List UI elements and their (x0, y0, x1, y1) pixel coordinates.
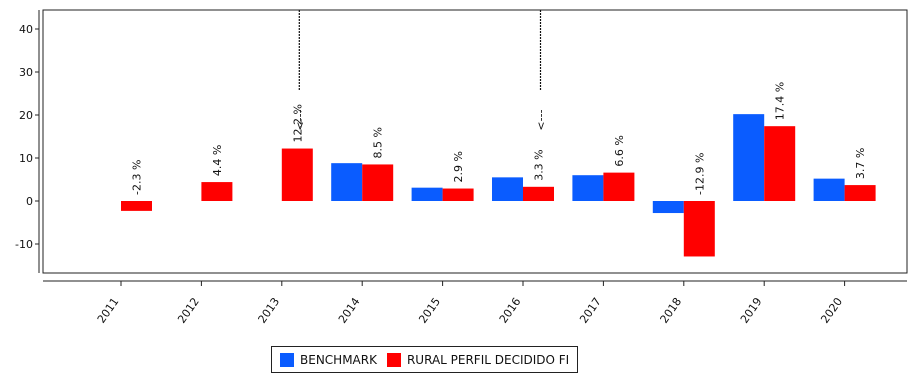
data-label-2018: -12.9 % (693, 153, 706, 195)
bar-fund-2018 (683, 201, 715, 257)
y-tick-label-2: 20 (19, 109, 33, 122)
bar-fund-2012 (201, 182, 233, 201)
bars (121, 114, 876, 257)
x-tick-label-2018: 2018 (658, 295, 685, 325)
data-labels: -2.3 % 4.4 % 12.2 % 8.5 % 2.9 % 3.3 % 6.6 % -12… (131, 82, 868, 195)
y-tick-label-1: 30 (19, 66, 33, 79)
x-tick-label-2020: 2020 (818, 295, 845, 325)
bar-fund-2011 (121, 201, 152, 211)
marker-label-2016: <--- (535, 109, 548, 130)
bar-fund-2017 (603, 172, 635, 201)
legend-item-benchmark: BENCHMARK (280, 352, 377, 367)
data-label-2014: 8.5 % (372, 127, 385, 158)
data-label-2020: 3.7 % (854, 148, 867, 179)
x-tick-label-2016: 2016 (497, 295, 524, 325)
y-axis: 40 30 20 10 0 -10 (15, 10, 40, 273)
legend-label-fund: RURAL PERFIL DECIDIDO FI (406, 352, 570, 367)
bar-benchmark-2020 (813, 178, 845, 201)
y-tick-label-4: 0 (26, 195, 33, 208)
bar-benchmark-2016 (492, 177, 523, 201)
x-tick-label-2014: 2014 (336, 295, 363, 325)
bar-benchmark-2017 (572, 175, 604, 201)
marker-label-2013: <--- (293, 109, 306, 130)
bar-benchmark-2014 (331, 163, 363, 201)
x-tick-label-2012: 2012 (175, 295, 202, 325)
y-tick-label-3: 10 (19, 152, 33, 165)
legend-item-fund: RURAL PERFIL DECIDIDO FI (386, 352, 570, 367)
bar-fund-2016 (523, 186, 554, 201)
bar-fund-2020 (844, 185, 876, 201)
x-tick-label-2013: 2013 (256, 295, 283, 325)
x-tick-label-2011: 2011 (95, 295, 122, 325)
x-tick-label-2017: 2017 (577, 295, 604, 325)
data-label-2012: 4.4 % (211, 145, 224, 176)
data-label-2015: 2.9 % (452, 151, 465, 182)
bar-fund-2013 (281, 148, 313, 201)
x-axis: 2011 2012 2013 2014 2015 2016 2017 2018 2019 2020 (43, 280, 907, 326)
data-label-2016: 3.3 % (533, 149, 546, 180)
legend: BENCHMARK RURAL PERFIL DECIDIDO FI (271, 346, 579, 373)
y-tick-label-5: -10 (15, 238, 33, 251)
bar-benchmark-2015 (411, 187, 443, 201)
y-tick-label-0: 40 (19, 23, 33, 36)
data-label-2011: -2.3 % (131, 160, 144, 195)
x-tick-label-2015: 2015 (416, 295, 443, 325)
legend-swatch-fund (386, 352, 401, 367)
legend-swatch-benchmark (280, 352, 294, 367)
x-tick-label-2019: 2019 (738, 295, 765, 325)
bar-fund-2014 (362, 164, 394, 201)
bar-benchmark-2019 (733, 114, 765, 201)
data-label-2017: 6.6 % (613, 135, 626, 166)
bar-fund-2019 (764, 126, 796, 201)
data-label-2019: 17.4 % (774, 82, 787, 120)
bar-fund-2015 (442, 188, 474, 201)
legend-label-benchmark: BENCHMARK (300, 352, 377, 367)
bar-benchmark-2018 (652, 201, 684, 214)
marker-lines: <--- <--- (293, 10, 548, 131)
data-label-2013: 12.2 % (291, 104, 304, 142)
